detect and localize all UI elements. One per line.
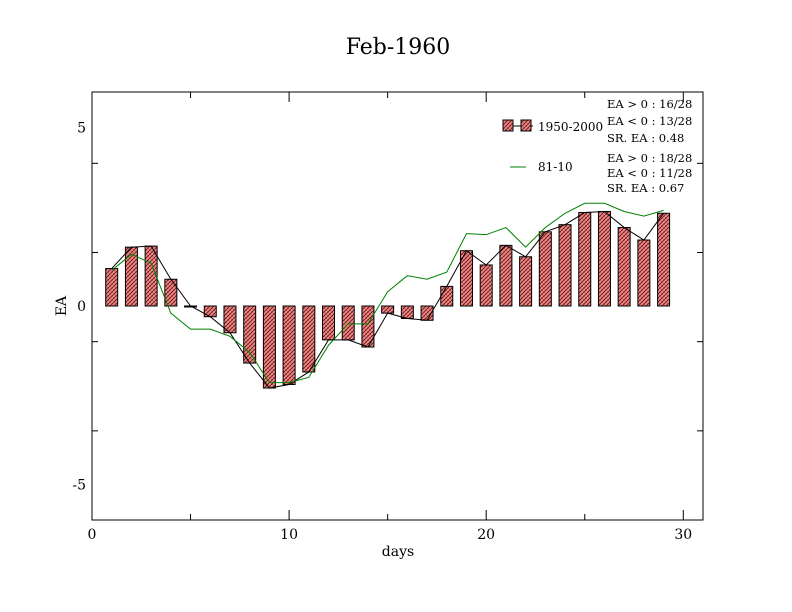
bar xyxy=(519,256,533,307)
bar xyxy=(578,212,592,307)
y-axis-ticks: -5 0 5 xyxy=(72,121,703,521)
y-tick-label: 0 xyxy=(77,299,86,315)
bar xyxy=(657,212,671,307)
plot-frame xyxy=(91,91,704,521)
legend-bar-swatch-left xyxy=(502,119,514,132)
bar xyxy=(243,305,257,364)
legend-label-1950-2000: 1950-2000 xyxy=(538,120,603,134)
x-axis-label: days xyxy=(382,544,414,560)
y-axis-label: EA xyxy=(54,295,70,316)
bar xyxy=(558,224,572,307)
bar xyxy=(499,244,513,307)
x-tick-label: 30 xyxy=(674,527,692,543)
stat-group1-line3: SR. EA : 0.48 xyxy=(607,131,684,145)
x-axis-ticks: 0 10 20 30 xyxy=(88,92,692,543)
stat-group2-line1: EA > 0 : 18/28 xyxy=(607,151,692,165)
bar xyxy=(479,264,493,307)
bar xyxy=(637,239,651,307)
stat-group1-line2: EA < 0 : 13/28 xyxy=(607,114,692,128)
bar xyxy=(341,305,355,341)
bar xyxy=(322,305,336,341)
legend-label-81-10: 81-10 xyxy=(538,160,573,174)
bar xyxy=(400,305,414,319)
y-tick-label: 5 xyxy=(77,121,86,137)
bar xyxy=(302,305,316,373)
stat-group2-line3: SR. EA : 0.67 xyxy=(607,181,684,195)
bar xyxy=(381,305,395,314)
bar xyxy=(440,285,454,307)
line-series xyxy=(111,202,664,389)
legend: 1950-2000 81-10 EA > 0 : 16/28 EA < 0 : … xyxy=(502,97,692,195)
x-tick-label: 10 xyxy=(280,527,298,543)
bar-series-1950-2000 xyxy=(105,210,671,389)
bar xyxy=(105,268,119,307)
legend-bar-swatch-right xyxy=(520,119,532,132)
series-line-81-10 xyxy=(111,202,664,384)
bar xyxy=(203,305,217,318)
x-tick-label: 0 xyxy=(88,527,97,543)
stat-group2-line2: EA < 0 : 11/28 xyxy=(607,166,692,180)
bar xyxy=(144,245,158,307)
bar xyxy=(538,231,552,307)
y-tick-label: -5 xyxy=(72,477,86,493)
bar xyxy=(597,210,611,307)
stat-group1-line1: EA > 0 : 16/28 xyxy=(607,97,692,111)
x-tick-label: 20 xyxy=(477,527,495,543)
bar xyxy=(282,305,296,385)
bar xyxy=(617,227,631,307)
series-line-1950-2000 xyxy=(111,210,664,389)
chart-title: Feb-1960 xyxy=(346,35,451,60)
bar xyxy=(361,305,375,348)
